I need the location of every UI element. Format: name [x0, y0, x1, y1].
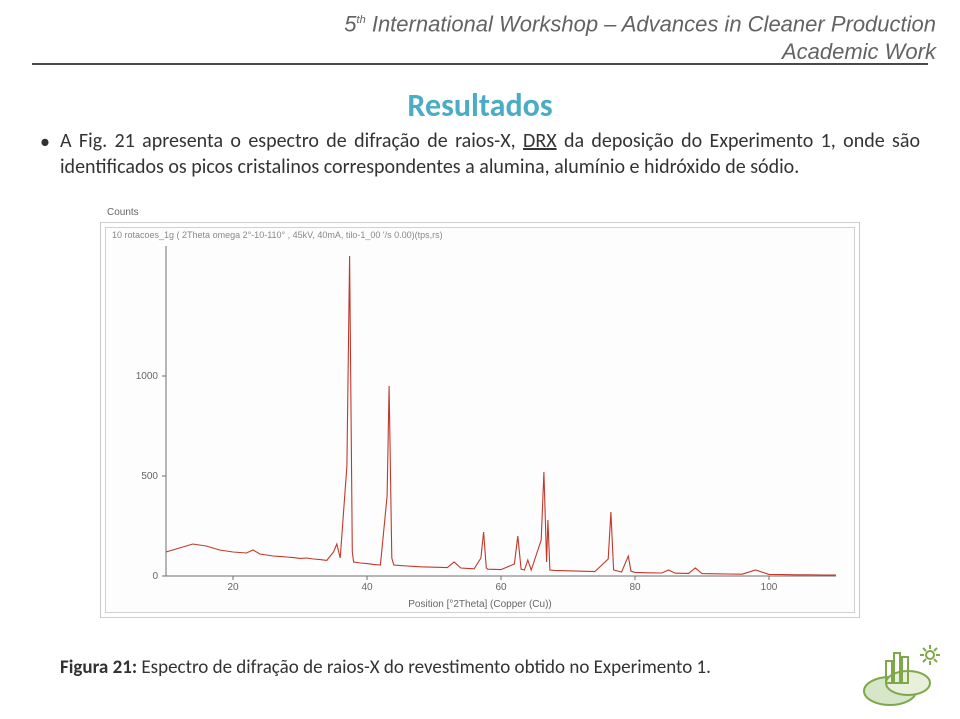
body-text-underlined: DRX: [523, 129, 557, 153]
svg-text:1000: 1000: [136, 371, 159, 382]
slide-header: 5th International Workshop – Advances in…: [0, 0, 960, 72]
header-rule: [32, 63, 928, 65]
xrd-chart: 10 rotacoes_1g ( 2Theta omega 2°-10-110°…: [105, 227, 855, 613]
svg-text:80: 80: [629, 582, 641, 593]
header-ordinal: 5: [344, 11, 356, 36]
slide: 5th International Workshop – Advances in…: [0, 0, 960, 719]
slide-title: Resultados: [0, 86, 960, 125]
xrd-plot-svg: 0 500 1000 20 40 60 80 100: [106, 228, 856, 614]
caption-text: Espectro de difração de raios-X do reves…: [137, 656, 711, 679]
header-line1-rest: International Workshop – Advances in Cle…: [366, 11, 936, 36]
svg-text:100: 100: [761, 582, 778, 593]
header-ordinal-suffix: th: [357, 14, 366, 26]
body-text-pre: A Fig. 21 apresenta o espectro de difraç…: [60, 129, 523, 153]
x-axis-label: Position [°2Theta] (Copper (Cu)): [106, 599, 854, 610]
svg-text:60: 60: [495, 582, 507, 593]
svg-text:40: 40: [361, 582, 373, 593]
svg-text:20: 20: [227, 582, 239, 593]
footer-logo: [860, 637, 948, 709]
bullet-icon: •: [40, 128, 50, 156]
figure-caption: Figura 21: Espectro de difração de raios…: [60, 656, 711, 679]
xrd-chart-container: Counts 10 rotacoes_1g ( 2Theta omega 2°-…: [100, 222, 860, 618]
svg-text:0: 0: [152, 571, 158, 582]
body-text-block: • A Fig. 21 apresenta o espectro de difr…: [40, 128, 920, 180]
body-paragraph: A Fig. 21 apresenta o espectro de difraç…: [60, 128, 920, 180]
y-axis-label: Counts: [107, 207, 139, 218]
header-line1: 5th International Workshop – Advances in…: [0, 6, 936, 38]
caption-label: Figura 21:: [60, 656, 137, 679]
svg-text:500: 500: [141, 471, 158, 482]
logo-icon: [860, 637, 948, 709]
